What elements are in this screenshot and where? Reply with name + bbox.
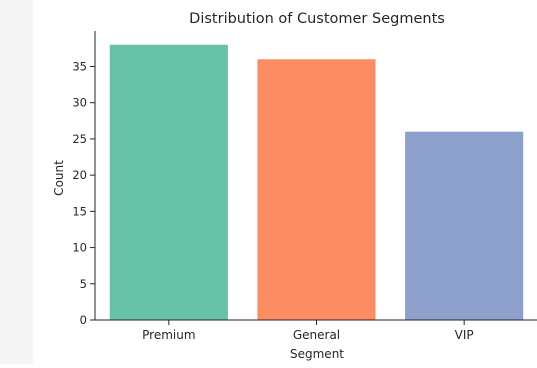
y-tick-label: 5: [80, 277, 87, 291]
y-axis-label: Count: [52, 160, 66, 196]
notebook-gutter: [0, 0, 33, 364]
y-tick-label: 0: [80, 313, 87, 327]
y-tick-label: 25: [72, 132, 87, 146]
x-axis-label: Segment: [290, 347, 344, 361]
x-tick-label-premium: Premium: [142, 328, 195, 342]
bar-premium: [109, 44, 228, 320]
x-tick-label-general: General: [293, 328, 340, 342]
y-tick-label: 30: [72, 96, 87, 110]
bar-vip: [405, 131, 524, 320]
y-tick-label: 10: [72, 241, 87, 255]
x-tick-label-vip: VIP: [455, 328, 474, 342]
x-axis: Premium General VIP: [95, 319, 537, 342]
y-axis: 0 5 10 15 20 25 30 35: [72, 31, 96, 327]
chart-title: Distribution of Customer Segments: [189, 11, 445, 27]
y-tick-label: 15: [72, 204, 87, 218]
plot-area: [109, 44, 524, 320]
y-tick-label: 20: [72, 168, 87, 182]
y-tick-label: 35: [72, 59, 87, 73]
bar-general: [257, 59, 376, 320]
